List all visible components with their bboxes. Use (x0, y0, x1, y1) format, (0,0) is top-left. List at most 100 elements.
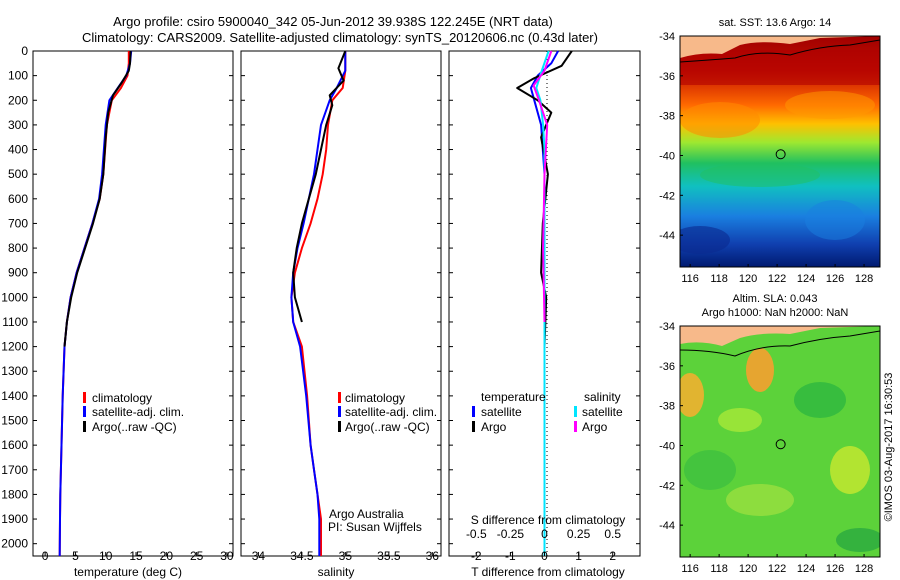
series-s-satellite (535, 50, 550, 556)
depth-tick-label: 100 (8, 69, 28, 83)
depth-tick-label: 2000 (1, 537, 28, 551)
longitude-tick-label: 118 (710, 563, 728, 575)
salinity-axis-label: salinity (318, 565, 355, 579)
latitude-tick-label: -34 (659, 31, 675, 43)
depth-tick-label: 1600 (1, 438, 28, 452)
depth-tick-label: 900 (8, 266, 28, 280)
temperature-axis-label: temperature (deg C) (74, 565, 182, 579)
legend-label-argo: Argo(..raw -QC) (345, 420, 430, 434)
legend-label-satellite: satellite-adj. clim. (92, 405, 184, 419)
depth-tick-label: 200 (8, 93, 28, 107)
operator-note: Argo Australia (329, 507, 404, 521)
land-mass (680, 36, 880, 58)
depth-contour (680, 39, 880, 63)
depth-tick-label: 1900 (1, 512, 28, 526)
figure-title-line2: Climatology: CARS2009. Satellite-adjuste… (82, 30, 598, 45)
legend-swatch-satellite (83, 406, 86, 417)
temperature-panel (32, 50, 234, 557)
latitude-tick-label: -44 (659, 520, 675, 532)
latitude-tick-label: -40 (659, 440, 675, 452)
legend-swatch-argo (83, 421, 86, 432)
latitude-tick-label: -34 (659, 321, 675, 333)
longitude-tick-label: 128 (855, 563, 873, 575)
pi-note: PI: Susan Wijffels (328, 520, 422, 534)
float-position-marker (775, 149, 786, 160)
x-tick-label: -0.25 (497, 527, 525, 541)
legend-label-s-argo: Argo (582, 420, 608, 434)
legend-heading-temperature: temperature (481, 390, 546, 404)
series-argo (292, 50, 347, 323)
legend-swatch-t-argo (472, 421, 475, 432)
longitude-tick-label: 126 (826, 273, 844, 285)
sla-map: Altim. SLA: 0.043 Argo h1000: NaN h2000:… (659, 293, 881, 575)
series-s-argo (532, 50, 553, 323)
legend-label-t-argo: Argo (481, 420, 507, 434)
latitude-tick-label: -42 (659, 480, 675, 492)
legend-swatch-s-argo (574, 421, 577, 432)
depth-tick-label: 400 (8, 143, 28, 157)
depth-tick-label: 300 (8, 118, 28, 132)
latitude-tick-label: -40 (659, 150, 675, 162)
legend-label-argo: Argo(..raw -QC) (92, 420, 177, 434)
x-tick-label: -0.5 (466, 527, 487, 541)
longitude-tick-label: 122 (768, 563, 786, 575)
longitude-tick-label: 126 (826, 563, 844, 575)
depth-tick-label: 500 (8, 167, 28, 181)
latitude-tick-label: -38 (659, 401, 675, 413)
legend-heading-salinity: salinity (584, 390, 621, 404)
sla-map-heights: Argo h1000: NaN h2000: NaN (702, 307, 849, 319)
x-tick-label: 0.5 (604, 527, 621, 541)
depth-tick-label: 0 (21, 44, 28, 58)
depth-contour (680, 330, 880, 357)
legend-swatch-s-satellite (574, 406, 577, 417)
legend-swatch-climatology (83, 392, 86, 403)
depth-tick-label: 1700 (1, 463, 28, 477)
t-difference-axis-label: T difference from climatology (471, 565, 625, 579)
longitude-tick-label: 124 (797, 563, 815, 575)
depth-tick-label: 1200 (1, 340, 28, 354)
longitude-tick-label: 116 (681, 563, 699, 575)
temperature-legend: climatology satellite-adj. clim. Argo(..… (83, 391, 184, 434)
sst-map-title: sat. SST: 13.6 Argo: 14 (719, 17, 832, 29)
x-tick-label: 0.25 (567, 527, 591, 541)
difference-legend: temperature salinity satellite Argo sate… (472, 390, 623, 434)
sla-map-title: Altim. SLA: 0.043 (733, 293, 818, 305)
latitude-tick-label: -42 (659, 190, 675, 202)
longitude-tick-label: 120 (739, 273, 757, 285)
depth-tick-label: 1100 (2, 315, 28, 329)
depth-tick-label: 800 (8, 241, 28, 255)
legend-label-satellite: satellite-adj. clim. (345, 405, 437, 419)
depth-tick-label: 700 (8, 216, 28, 230)
latitude-tick-label: -38 (659, 111, 675, 123)
depth-tick-label: 1400 (1, 389, 28, 403)
sst-map: sat. SST: 13.6 Argo: 14 -34 -36 -38 -40 -42 -… (659, 17, 881, 285)
legend-swatch-t-satellite (472, 406, 475, 417)
longitude-tick-label: 116 (681, 273, 699, 285)
legend-swatch-satellite (338, 406, 341, 417)
depth-tick-label: 600 (8, 192, 28, 206)
s-difference-label: S difference from climatology (471, 513, 626, 527)
x-axes: 0510152025303434.53535.536-2-1012-0.5-0.… (42, 527, 622, 563)
legend-label-t-satellite: satellite (481, 405, 522, 419)
series-argo (63, 50, 132, 347)
salinity-legend: climatology satellite-adj. clim. Argo(..… (338, 391, 437, 434)
x-tick-label: 0 (541, 527, 548, 541)
float-position-marker (775, 439, 786, 450)
depth-tick-label: 1300 (1, 364, 28, 378)
land-mass (680, 326, 880, 346)
depth-tick-label: 1500 (1, 414, 28, 428)
longitude-tick-label: 118 (710, 273, 728, 285)
longitude-tick-label: 124 (797, 273, 815, 285)
depth-tick-label: 1000 (1, 290, 28, 304)
figure-title-line1: Argo profile: csiro 5900040_342 05-Jun-2… (113, 14, 553, 29)
longitude-tick-label: 128 (855, 273, 873, 285)
longitude-tick-label: 122 (768, 273, 786, 285)
legend-swatch-climatology (338, 392, 341, 403)
depth-axis: 0 100 200 300 400 500 600 700 800 900 1000 1100 1200… (1, 44, 640, 551)
latitude-tick-label: -36 (659, 71, 675, 83)
legend-label-climatology: climatology (345, 391, 405, 405)
depth-tick-label: 1800 (1, 487, 28, 501)
legend-label-climatology: climatology (92, 391, 152, 405)
legend-swatch-argo (338, 421, 341, 432)
